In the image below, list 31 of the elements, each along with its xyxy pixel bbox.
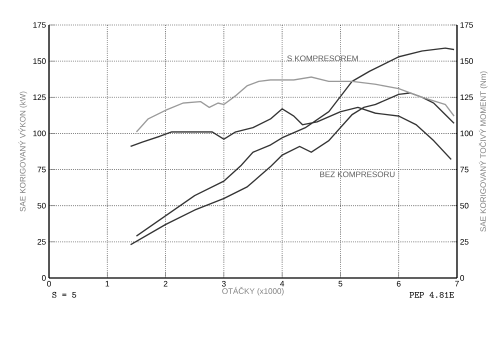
y-tick-label: 25 xyxy=(38,239,46,245)
x-axis-title: OTÁČKY (x1000) xyxy=(222,286,284,296)
y2-tick-label: 25 xyxy=(460,239,468,245)
y-tick-label: 125 xyxy=(33,94,46,100)
text: PEP 4.81E xyxy=(410,292,454,298)
x-tick-label: 0 xyxy=(47,280,51,287)
y2-tick-label: 50 xyxy=(460,202,469,209)
y-tick-label: 150 xyxy=(33,58,46,64)
y-tick-label: 100 xyxy=(33,130,46,136)
y2-tick-label: 100 xyxy=(460,130,473,136)
annotation: S KOMPRESOREM xyxy=(287,55,358,62)
x-tick-label: 4 xyxy=(280,280,284,286)
x-tick-label: 6 xyxy=(396,280,401,287)
y-tick-label: 0 xyxy=(42,275,46,281)
x-tick-label: 7 xyxy=(455,280,459,286)
y2-tick-label: 175 xyxy=(460,22,473,28)
x-tick-label: 2 xyxy=(164,280,168,287)
annotation: BEZ KOMPRESORU xyxy=(320,171,394,178)
y2-tick-label: 0 xyxy=(460,275,464,281)
y-tick-label: 175 xyxy=(33,22,46,28)
x-tick-label: 3 xyxy=(222,280,226,287)
x-tick-label: 1 xyxy=(106,280,110,286)
y2-tick-label: 125 xyxy=(460,94,473,100)
x-tick-label: 5 xyxy=(338,280,342,287)
y-tick-label: 75 xyxy=(38,166,46,172)
y2-axis-title: SAE KORIGOVANÝ TOČIVÝ MOMENT (Nm) xyxy=(478,71,488,232)
text: S = 5 xyxy=(52,292,76,298)
y2-tick-label: 150 xyxy=(460,58,473,64)
y2-tick-label: 75 xyxy=(460,166,468,172)
y-tick-label: 50 xyxy=(37,202,46,209)
y-axis-title: SAE KORIGOVANÝ VÝKON (kW) xyxy=(18,92,28,212)
